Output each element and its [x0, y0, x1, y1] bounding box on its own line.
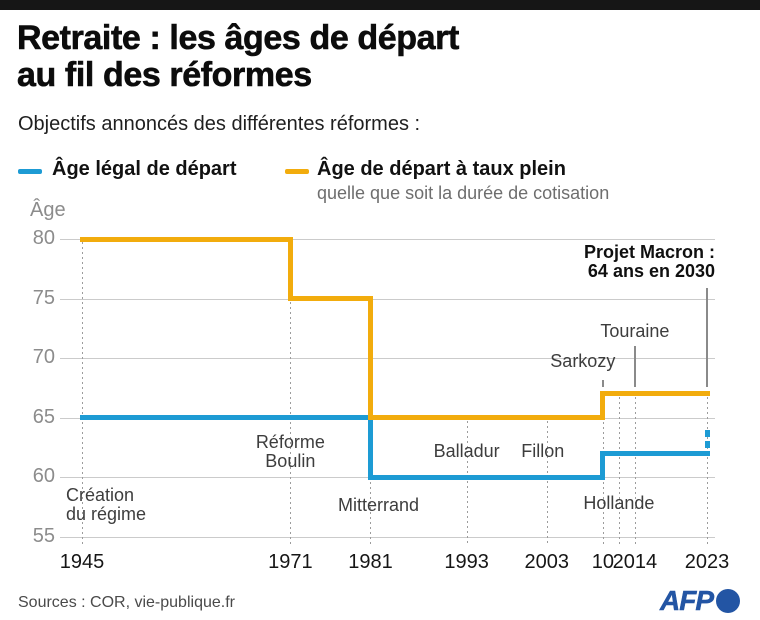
- guide-line: [634, 396, 636, 545]
- series-segment-full-rate-age: [79, 236, 293, 242]
- y-tick-label: 80: [32, 227, 55, 249]
- series-segment-full-rate-age: [287, 236, 293, 302]
- gridline: [60, 358, 715, 360]
- pointer-line-touraine: [634, 346, 636, 387]
- guide-line: [82, 242, 83, 545]
- guide-line: [290, 242, 292, 545]
- y-tick-label: 65: [32, 405, 55, 428]
- pointer-line-projet-macron: [706, 287, 708, 387]
- series-segment-legal-age: [600, 451, 606, 480]
- y-tick-label: 70: [32, 346, 55, 369]
- x-tick-label: 10: [591, 551, 614, 573]
- legend-label-full-rate: Âge de départ à taux plein: [317, 158, 566, 180]
- guide-line: [707, 396, 708, 545]
- top-border-bar: [0, 0, 760, 10]
- x-tick-label: 1945: [59, 551, 105, 573]
- afp-logo-text: AFP: [660, 585, 715, 617]
- annotation-projet-macron: Projet Macron :64 ans en 2030: [583, 241, 716, 281]
- legal-age-line-swatch: [18, 169, 42, 174]
- full-rate-line-swatch: [285, 169, 309, 174]
- legend-label-legal-age: Âge légal de départ: [52, 158, 237, 180]
- title-line-1: Retraite : les âges de départ: [17, 19, 460, 57]
- series-segment-full-rate-age: [367, 296, 373, 421]
- title-line-2: au fil des réformes: [17, 56, 313, 94]
- pointer-line-sarkozy: [602, 379, 604, 387]
- x-tick-label: 1971: [268, 551, 313, 573]
- guide-line: [618, 396, 620, 545]
- series-segment-full-rate-age: [367, 415, 606, 421]
- sources-note: Sources : COR, vie-publique.fr: [18, 594, 235, 611]
- gridline: [60, 537, 715, 538]
- x-tick-label: 2003: [524, 551, 570, 573]
- series-segment-full-rate-age: [600, 391, 710, 397]
- page-title: Retraite : les âges de départ au fil des…: [17, 19, 717, 94]
- x-tick-label: 1993: [444, 551, 489, 573]
- annotation-mitterrand: Mitterrand: [337, 495, 419, 516]
- y-tick-label: 75: [32, 286, 55, 309]
- series-segment-legal-age: [600, 451, 710, 457]
- series-segment-legal-age: [367, 415, 373, 480]
- x-tick-label: 2014: [612, 551, 658, 573]
- chart-subtitle: Objectifs annoncés des différentes réfor…: [18, 113, 421, 135]
- afp-logo: AFP: [660, 585, 745, 617]
- y-tick-label: 55: [32, 525, 55, 547]
- projection-segment-legal-age: [704, 429, 710, 454]
- y-axis-label: Âge: [30, 199, 66, 221]
- annotation-balladur: Balladur: [433, 440, 500, 461]
- annotation-reforme-boulin: Réforme Boulin: [255, 432, 325, 472]
- guide-line: [546, 420, 548, 545]
- guide-line: [466, 420, 468, 545]
- annotation-creation-du-regime: Création du régime: [65, 484, 147, 524]
- x-tick-label: 2023: [684, 551, 730, 573]
- series-segment-legal-age: [79, 415, 373, 421]
- gridline: [60, 298, 715, 300]
- gridline: [60, 239, 715, 240]
- annotation-sarkozy: Sarkozy: [550, 351, 616, 372]
- x-tick-label: 1981: [348, 551, 393, 573]
- legend: Âge légal de départ Âge de départ à taux…: [0, 155, 760, 210]
- series-segment-full-rate-age: [600, 391, 606, 421]
- annotation-touraine: Touraine: [600, 321, 670, 342]
- afp-logo-dot-icon: [716, 589, 740, 613]
- annotation-hollande: Hollande: [583, 493, 655, 514]
- series-segment-full-rate-age: [287, 296, 373, 302]
- annotation-fillon: Fillon: [521, 440, 565, 461]
- series-segment-legal-age: [367, 474, 606, 480]
- legend-sublabel-full-rate: quelle que soit la durée de cotisation: [317, 183, 610, 203]
- y-tick-label: 60: [32, 465, 55, 488]
